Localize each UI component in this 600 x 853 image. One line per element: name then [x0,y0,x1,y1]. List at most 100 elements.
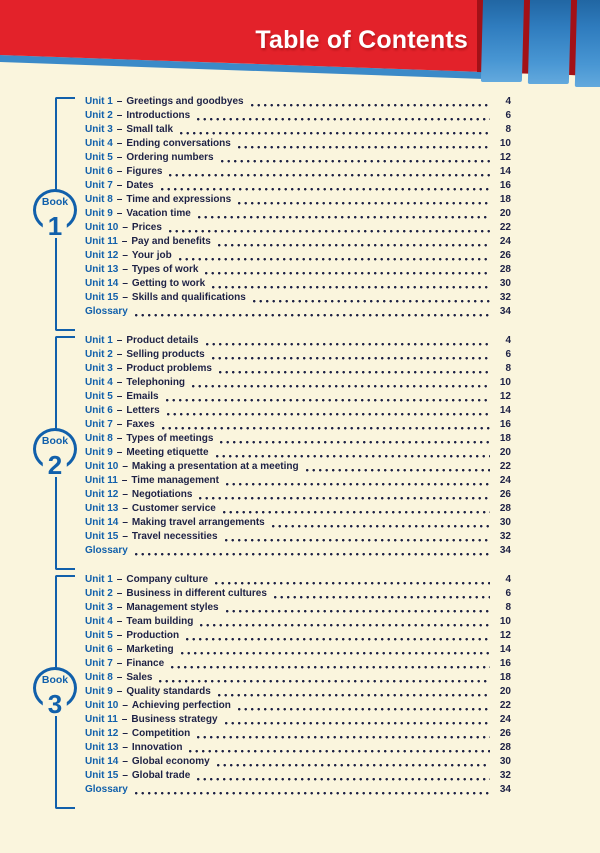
decorative-blue-bar [574,0,600,87]
toc-row: Unit 2 – Selling products 6 [85,348,511,362]
unit-label: Unit 1 [85,335,113,346]
dot-leader [215,581,490,585]
dot-leader [220,440,490,444]
unit-separator: – [116,630,123,641]
page-number: 18 [499,194,511,205]
dot-leader [197,735,490,739]
unit-separator: – [116,391,123,402]
book-badge-number: 2 [42,452,68,478]
toc-row: Unit 8 – Types of meetings 18 [85,432,511,446]
unit-label: Unit 1 [85,96,113,107]
toc-row: Unit 11 – Time management 24 [85,474,511,488]
unit-separator: – [116,180,123,191]
unit-separator: – [122,742,128,753]
page-number: 30 [499,278,511,289]
unit-separator: – [121,475,128,486]
page-number: 12 [499,391,511,402]
unit-label: Unit 13 [85,742,119,753]
toc-row: Unit 5 – Production 12 [85,629,511,643]
dot-leader [211,356,490,360]
dot-leader [186,637,490,641]
unit-separator: – [116,363,123,374]
toc-row: Unit 15 – Skills and qualifications 32 [85,291,511,305]
unit-title: Quality standards [126,686,211,697]
unit-label: Unit 5 [85,630,113,641]
unit-title: Negotiations [131,489,193,500]
page-number: 28 [499,503,511,514]
unit-label: Unit 13 [85,503,119,514]
page-number: 4 [505,96,511,107]
dot-leader [134,313,490,317]
unit-title: Letters [126,405,160,416]
unit-separator: – [122,264,128,275]
unit-label: Unit 1 [85,574,113,585]
book-badge-number: 1 [42,213,68,239]
unit-label: Unit 11 [85,236,118,247]
unit-title: Production [126,630,180,641]
toc-row: Unit 5 – Emails 12 [85,390,511,404]
dot-leader [224,721,490,725]
page-number: 26 [499,489,511,500]
page-number: 28 [499,264,511,275]
dot-leader [222,510,490,514]
toc-row: Unit 7 – Dates 16 [85,179,511,193]
dot-leader [217,693,490,697]
toc-row: Unit 9 – Vacation time 20 [85,207,511,221]
dot-leader [205,271,490,275]
unit-separator: – [121,714,128,725]
unit-title: Marketing [126,644,174,655]
toc-row: Glossary 34 [85,305,511,319]
unit-label: Unit 9 [85,686,113,697]
unit-title: Your job [131,250,172,261]
unit-separator: – [116,574,123,585]
toc-row: Unit 13 – Customer service 28 [85,502,511,516]
decorative-blue-bar [480,0,525,82]
page-number: 32 [499,292,511,303]
toc-row: Unit 10 – Prices 22 [85,221,511,235]
toc-row: Unit 15 – Travel necessities 32 [85,530,511,544]
page-number: 22 [499,461,511,472]
toc-row: Unit 13 – Innovation 28 [85,741,511,755]
dot-leader [159,679,490,683]
dot-leader [180,131,490,135]
toc-row: Unit 6 – Marketing 14 [85,643,511,657]
unit-label: Unit 4 [85,377,113,388]
dot-leader [225,609,490,613]
toc-row: Unit 4 – Ending conversations 10 [85,137,511,151]
book-section: Book 3 Unit 1 – Company culture 4 Unit 2… [0,573,511,809]
toc-row: Unit 15 – Global trade 32 [85,769,511,783]
book-badge-number: 3 [42,691,68,717]
dot-leader [189,749,490,753]
toc-row: Unit 3 – Product problems 8 [85,362,511,376]
page-number: 34 [499,306,511,317]
unit-separator: – [122,489,128,500]
page-number: 32 [499,770,511,781]
toc-row: Unit 1 – Greetings and goodbyes 4 [85,95,511,109]
toc-row: Unit 9 – Quality standards 20 [85,685,511,699]
unit-separator: – [116,138,123,149]
dot-leader [215,454,490,458]
page-number: 10 [499,616,511,627]
toc-row: Unit 13 – Types of work 28 [85,263,511,277]
unit-title: Types of meetings [126,433,214,444]
page-number: 18 [499,672,511,683]
page-number: 6 [505,349,511,360]
unit-label: Unit 3 [85,363,113,374]
unit-label: Unit 7 [85,180,113,191]
unit-title: Product problems [126,363,212,374]
unit-title: Customer service [131,503,216,514]
unit-label: Unit 14 [85,278,119,289]
unit-title: Competition [131,728,191,739]
toc-row: Unit 14 – Global economy 30 [85,755,511,769]
toc-row: Unit 10 – Achieving perfection 22 [85,699,511,713]
toc-row: Unit 7 – Finance 16 [85,657,511,671]
dot-leader [216,763,490,767]
toc-row: Unit 6 – Letters 14 [85,404,511,418]
toc-rows: Unit 1 – Greetings and goodbyes 4 Unit 2… [85,95,511,319]
unit-title: Global trade [131,770,191,781]
unit-title: Meeting etiquette [126,447,209,458]
unit-title: Time and expressions [126,194,232,205]
unit-label: Unit 13 [85,264,119,275]
toc-row: Unit 2 – Business in different cultures … [85,587,511,601]
toc-row: Unit 12 – Your job 26 [85,249,511,263]
